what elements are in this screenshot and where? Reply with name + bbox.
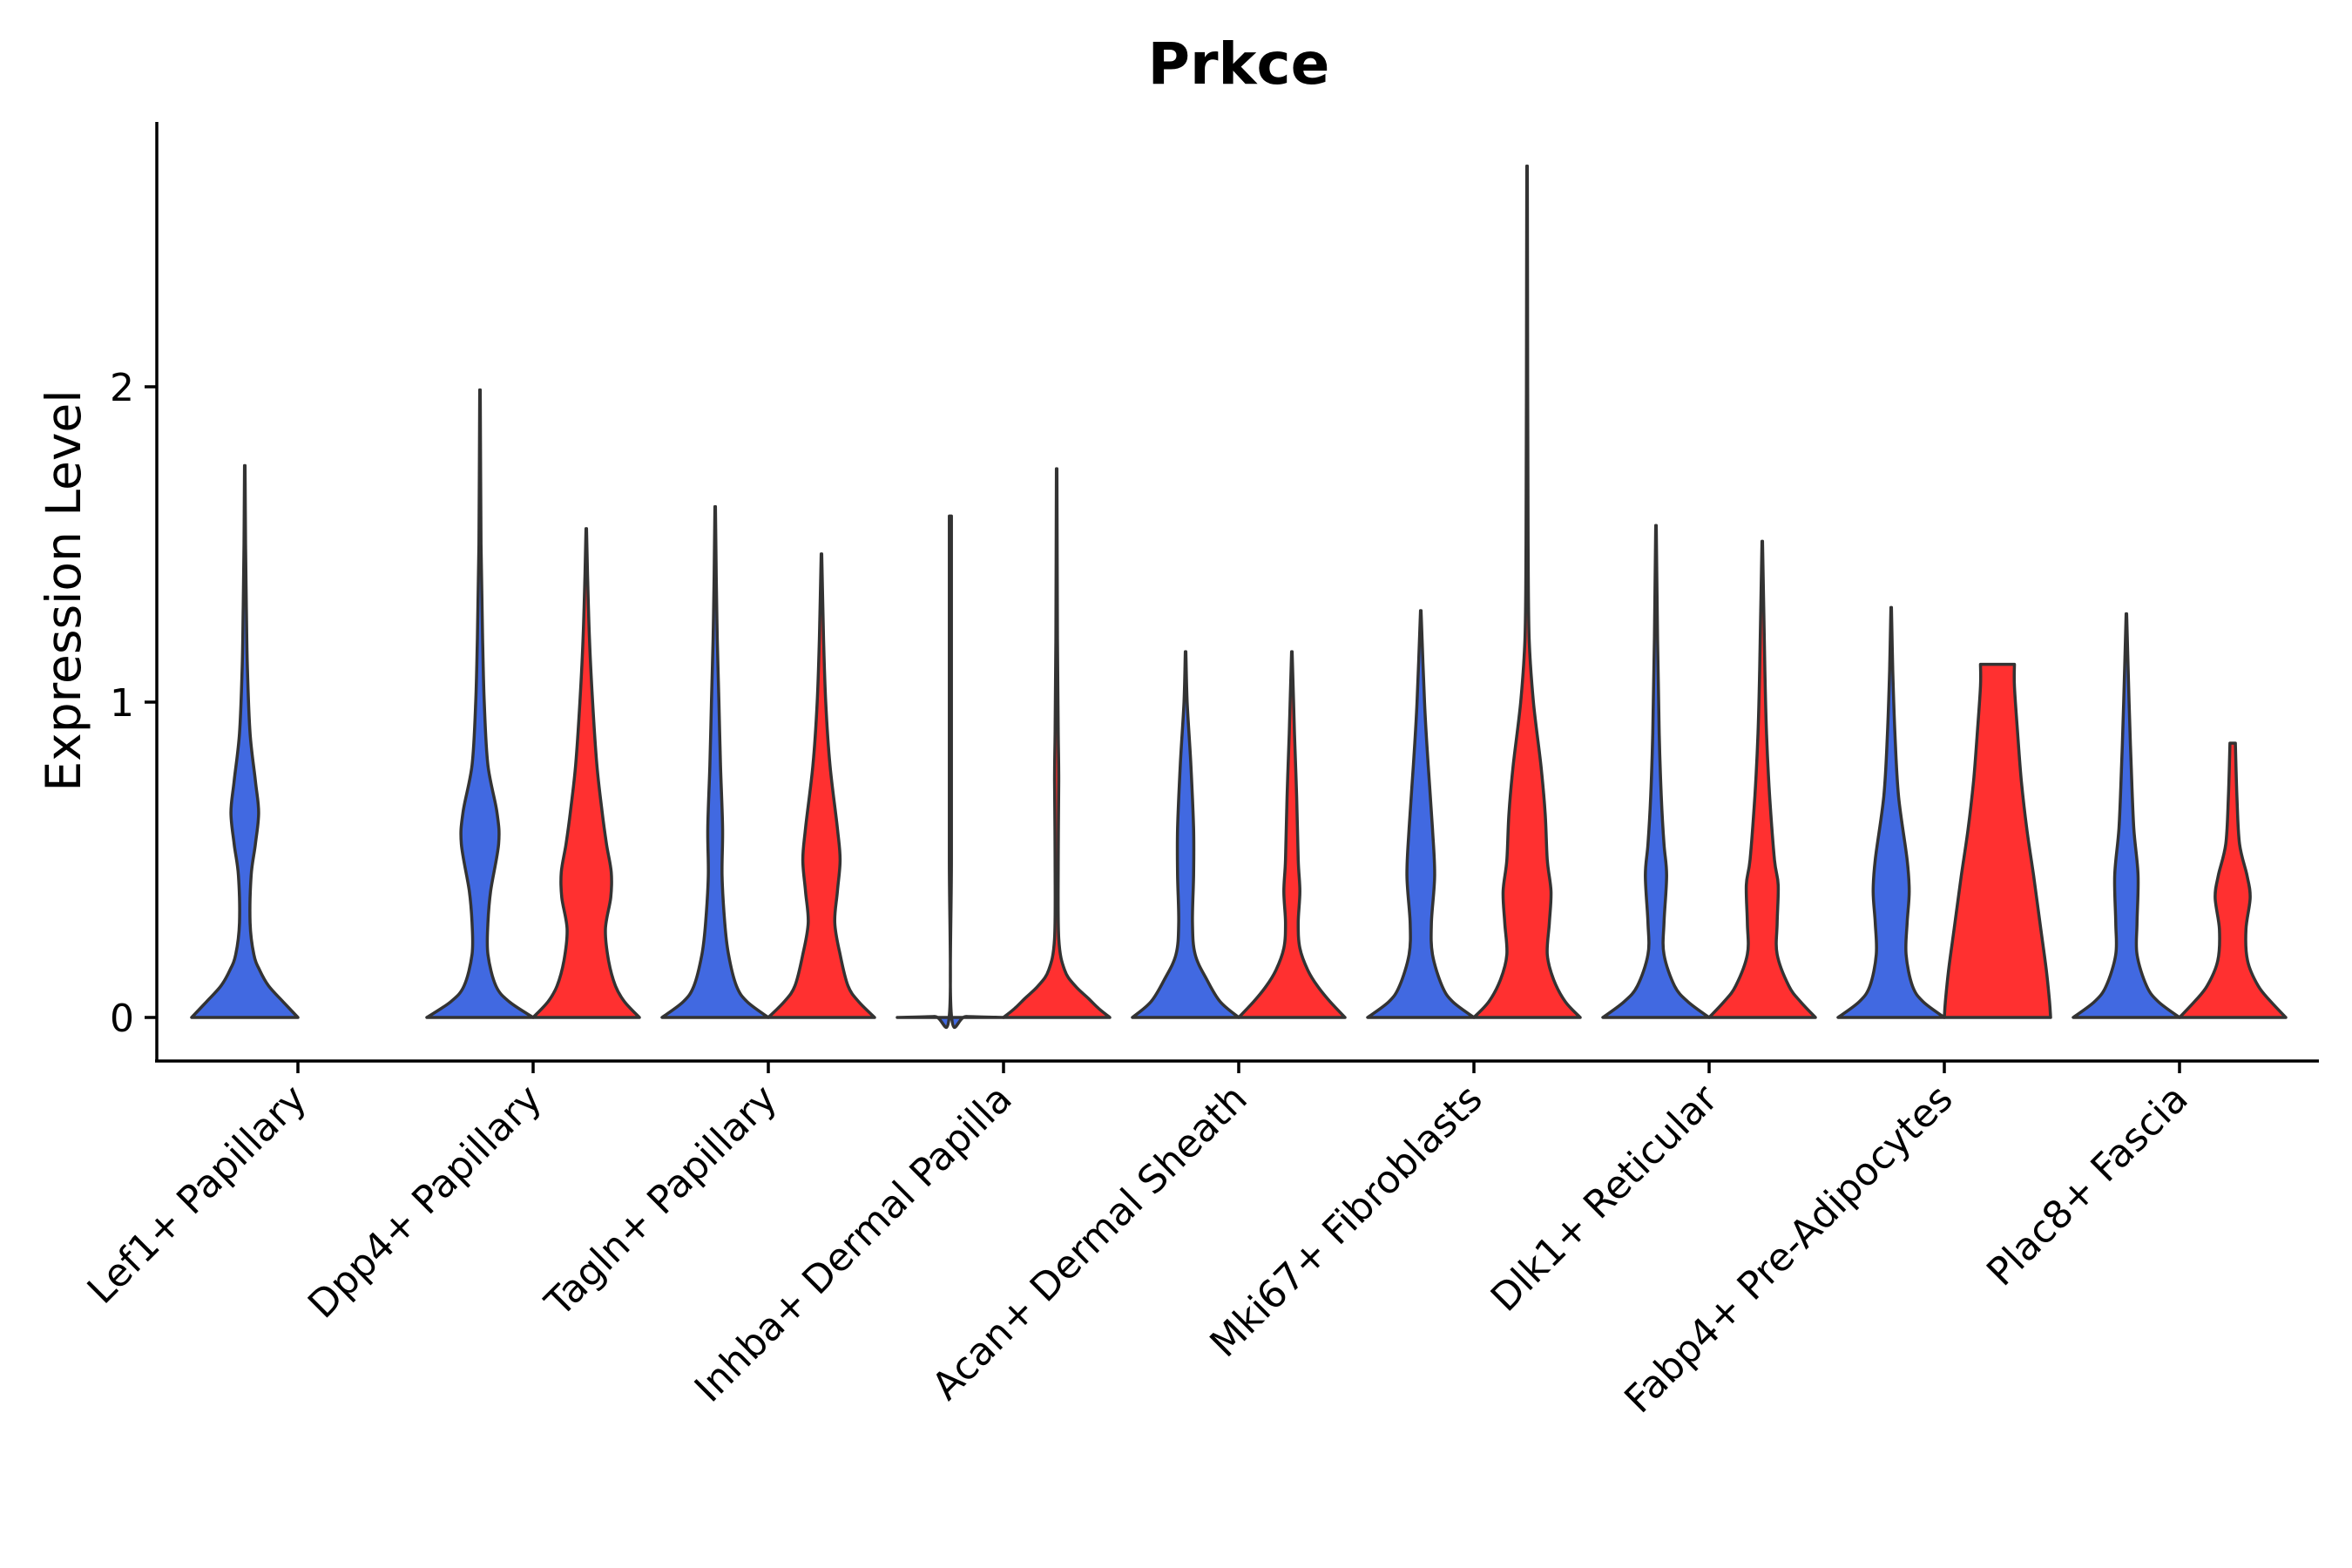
violin-left (896, 514, 1005, 1030)
x-tick-label: Dlk1+ Reticular (1483, 1076, 1727, 1321)
y-tick-label: 1 (110, 681, 134, 726)
violin-right (1472, 164, 1582, 1019)
x-tick-label: Plac8+ Fascia (1978, 1077, 2197, 1295)
violin-left (1366, 609, 1476, 1019)
violin-right (1002, 467, 1112, 1019)
y-tick-label: 2 (110, 366, 134, 410)
violin-right (531, 527, 641, 1019)
chart-title: Prkce (1148, 30, 1330, 98)
y-ticks: 0 1 2 (110, 366, 157, 1041)
violin-left (660, 504, 770, 1019)
violin-left (425, 388, 535, 1019)
x-tick-label: Mki67+ Fibroblasts (1201, 1077, 1490, 1366)
violin-left (2072, 612, 2181, 1019)
violin-right (1943, 662, 2052, 1019)
x-tick-label: Dpp4+ Papillary (300, 1077, 551, 1328)
x-tick-label: Tagln+ Papillary (537, 1077, 786, 1326)
x-tick-label: Lef1+ Papillary (79, 1077, 315, 1313)
violin-left (1601, 524, 1711, 1019)
y-tick-label: 0 (110, 997, 134, 1041)
violin-right (1707, 539, 1817, 1019)
violin-right (1237, 650, 1347, 1019)
violins-layer (190, 164, 2288, 1030)
y-axis-label: Expression Level (36, 389, 91, 791)
violin-right (2178, 741, 2288, 1019)
violin-right (767, 552, 876, 1019)
violin-left (1131, 650, 1240, 1019)
violin-left (190, 463, 300, 1019)
violin-left (1836, 605, 1946, 1019)
